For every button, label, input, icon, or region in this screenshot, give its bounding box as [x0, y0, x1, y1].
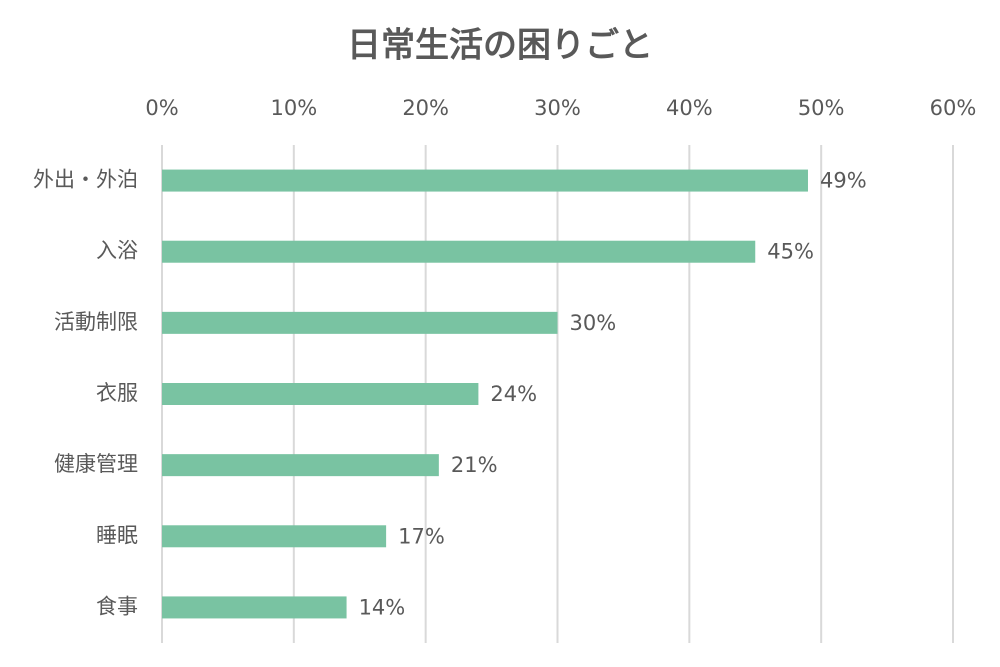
data-label: 14%: [359, 595, 406, 619]
y-tick-label: 食事: [96, 594, 138, 618]
x-tick-label: 10%: [270, 96, 317, 120]
x-tick-label: 60%: [930, 96, 977, 120]
data-label: 21%: [451, 453, 498, 477]
x-tick-label: 40%: [666, 96, 713, 120]
bar: [162, 525, 387, 548]
x-tick-label: 20%: [402, 96, 449, 120]
x-tick-label: 30%: [534, 96, 581, 120]
y-tick-label: 健康管理: [54, 452, 138, 476]
data-label: 49%: [820, 169, 867, 193]
bar: [162, 383, 479, 405]
y-tick-label: 睡眠: [96, 523, 138, 547]
data-label: 17%: [398, 524, 445, 548]
bar: [162, 596, 347, 619]
y-tick-label: 入浴: [96, 239, 138, 263]
x-tick-label: 50%: [798, 96, 845, 120]
bar: [162, 240, 756, 263]
y-tick-label: 衣服: [96, 381, 138, 405]
data-label: 24%: [490, 382, 537, 406]
y-tick-label: 外出・外泊: [33, 168, 138, 192]
x-tick-label: 0%: [145, 96, 178, 120]
y-tick-label: 活動制限: [54, 310, 138, 334]
bar: [162, 169, 808, 192]
data-label: 45%: [767, 240, 814, 264]
data-label: 30%: [570, 311, 617, 335]
chart-title: 日常生活の困りごと: [347, 26, 653, 66]
bar: [162, 454, 439, 477]
bar: [162, 311, 558, 334]
